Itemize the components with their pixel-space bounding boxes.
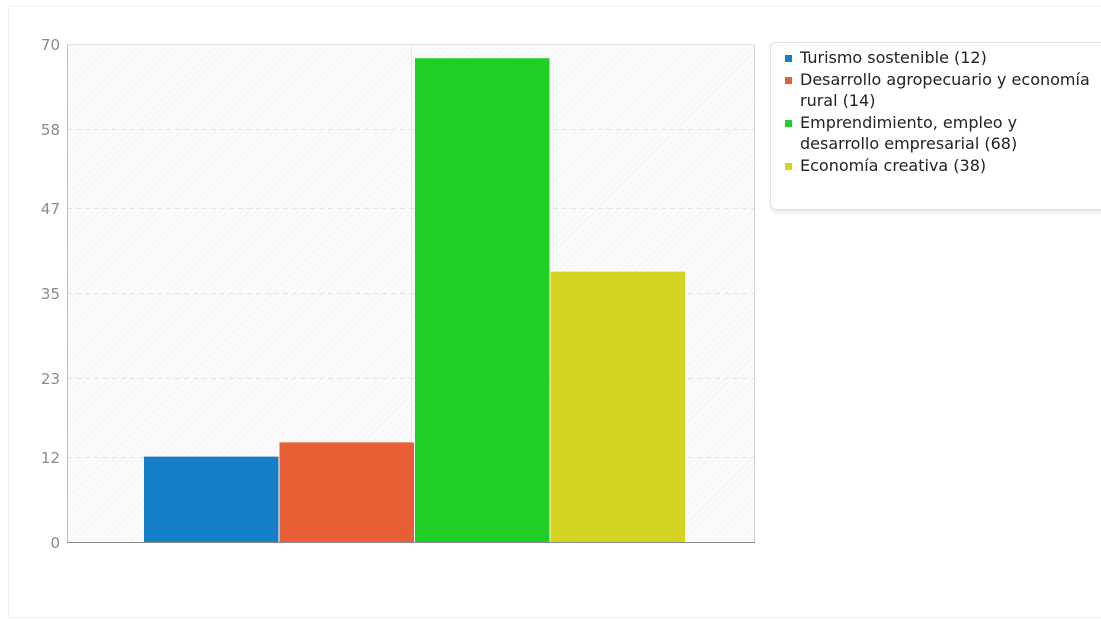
legend-label: Desarrollo agropecuario y economía rural… [800,69,1090,111]
y-tick-label: 35 [41,285,60,303]
y-tick-label: 58 [41,121,60,139]
bars [144,58,685,542]
y-tick-label: 70 [41,36,60,54]
y-tick-labels: 0 12 23 35 47 58 70 [41,36,60,552]
legend-swatch [785,55,792,62]
legend: Turismo sostenible (12) Desarrollo agrop… [770,42,1101,210]
y-tick-label: 0 [50,534,60,552]
legend-swatch [785,162,792,170]
y-tick-label: 12 [41,449,60,467]
bar [279,442,414,542]
legend-item[interactable]: Emprendimiento, empleo y desarrollo empr… [785,112,1101,155]
bar [144,456,279,542]
bar [415,58,550,542]
y-tick-label: 47 [41,200,60,218]
axes [67,44,755,543]
legend-label: Emprendimiento, empleo y desarrollo empr… [800,112,1018,154]
legend-label: Economía creativa (38) [800,155,987,175]
bar [550,271,685,542]
legend-swatch [785,76,792,84]
legend-item[interactable]: Turismo sostenible (12) [785,47,1101,69]
legend-item[interactable]: Desarrollo agropecuario y economía rural… [785,69,1101,112]
legend-item[interactable]: Economía creativa (38) [785,155,1101,177]
legend-label: Turismo sostenible (12) [800,48,987,67]
y-tick-label: 23 [41,370,60,388]
legend-swatch [785,119,792,127]
